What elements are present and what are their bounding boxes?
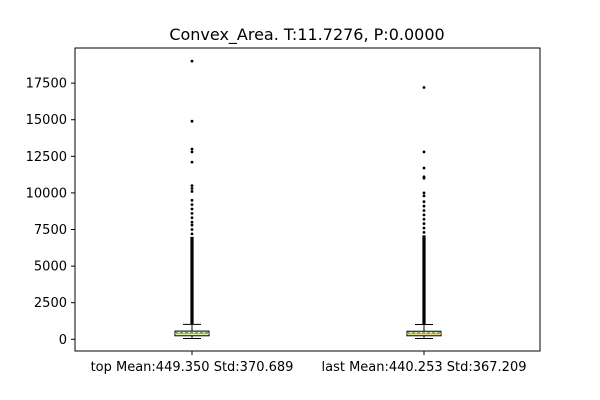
outlier-point bbox=[422, 204, 426, 208]
outlier-point bbox=[422, 150, 426, 154]
outlier-point bbox=[422, 166, 426, 170]
y-tick-label: 15000 bbox=[26, 113, 67, 128]
plot-area bbox=[174, 59, 442, 340]
y-tick-label: 12500 bbox=[26, 150, 67, 165]
outlier-point bbox=[190, 203, 194, 207]
outlier-point bbox=[190, 119, 194, 123]
y-tick-label: 5000 bbox=[34, 260, 67, 275]
box-group-1 bbox=[406, 86, 442, 340]
y-tick-label: 7500 bbox=[34, 223, 67, 238]
outlier-point bbox=[422, 213, 426, 217]
outlier-point bbox=[190, 212, 194, 215]
outlier-point bbox=[190, 223, 194, 227]
outlier-point bbox=[422, 217, 426, 221]
outlier-point bbox=[190, 59, 194, 63]
outlier-point bbox=[190, 228, 194, 231]
chart-title: Convex_Area. T:11.7276, P:0.0000 bbox=[169, 25, 444, 45]
outlier-point bbox=[190, 232, 194, 236]
y-tick-label: 0 bbox=[59, 333, 67, 348]
y-tick-label: 10000 bbox=[26, 186, 67, 201]
y-tick-label: 17500 bbox=[26, 77, 67, 92]
outlier-point bbox=[190, 150, 194, 154]
outlier-point bbox=[190, 198, 194, 202]
outlier-point bbox=[422, 226, 426, 230]
outlier-point bbox=[190, 207, 194, 211]
outlier-point bbox=[190, 190, 194, 193]
x-tick-label: top Mean:449.350 Std:370.689 bbox=[91, 360, 294, 375]
axes: 0 2500 5000 7500 10000 12500 15000 17500 top Mea… bbox=[26, 47, 541, 375]
outlier-point bbox=[422, 175, 426, 179]
outlier-point bbox=[422, 209, 426, 212]
box-group-0 bbox=[174, 59, 210, 340]
outlier-point bbox=[422, 200, 426, 204]
outlier-point bbox=[190, 184, 194, 187]
outlier-point bbox=[422, 86, 426, 89]
outlier-point bbox=[422, 231, 426, 234]
outlier-point bbox=[190, 187, 194, 190]
x-tick-label: last Mean:440.253 Std:367.209 bbox=[321, 360, 526, 375]
axes-frame bbox=[74, 47, 541, 352]
outlier-point bbox=[190, 220, 194, 224]
outlier-point bbox=[190, 160, 194, 164]
outlier-point bbox=[422, 194, 426, 198]
outlier-point bbox=[422, 191, 426, 195]
outlier-point bbox=[190, 147, 194, 151]
outlier-point bbox=[422, 222, 426, 226]
outlier-point bbox=[190, 216, 194, 220]
y-tick-label: 2500 bbox=[34, 296, 67, 311]
